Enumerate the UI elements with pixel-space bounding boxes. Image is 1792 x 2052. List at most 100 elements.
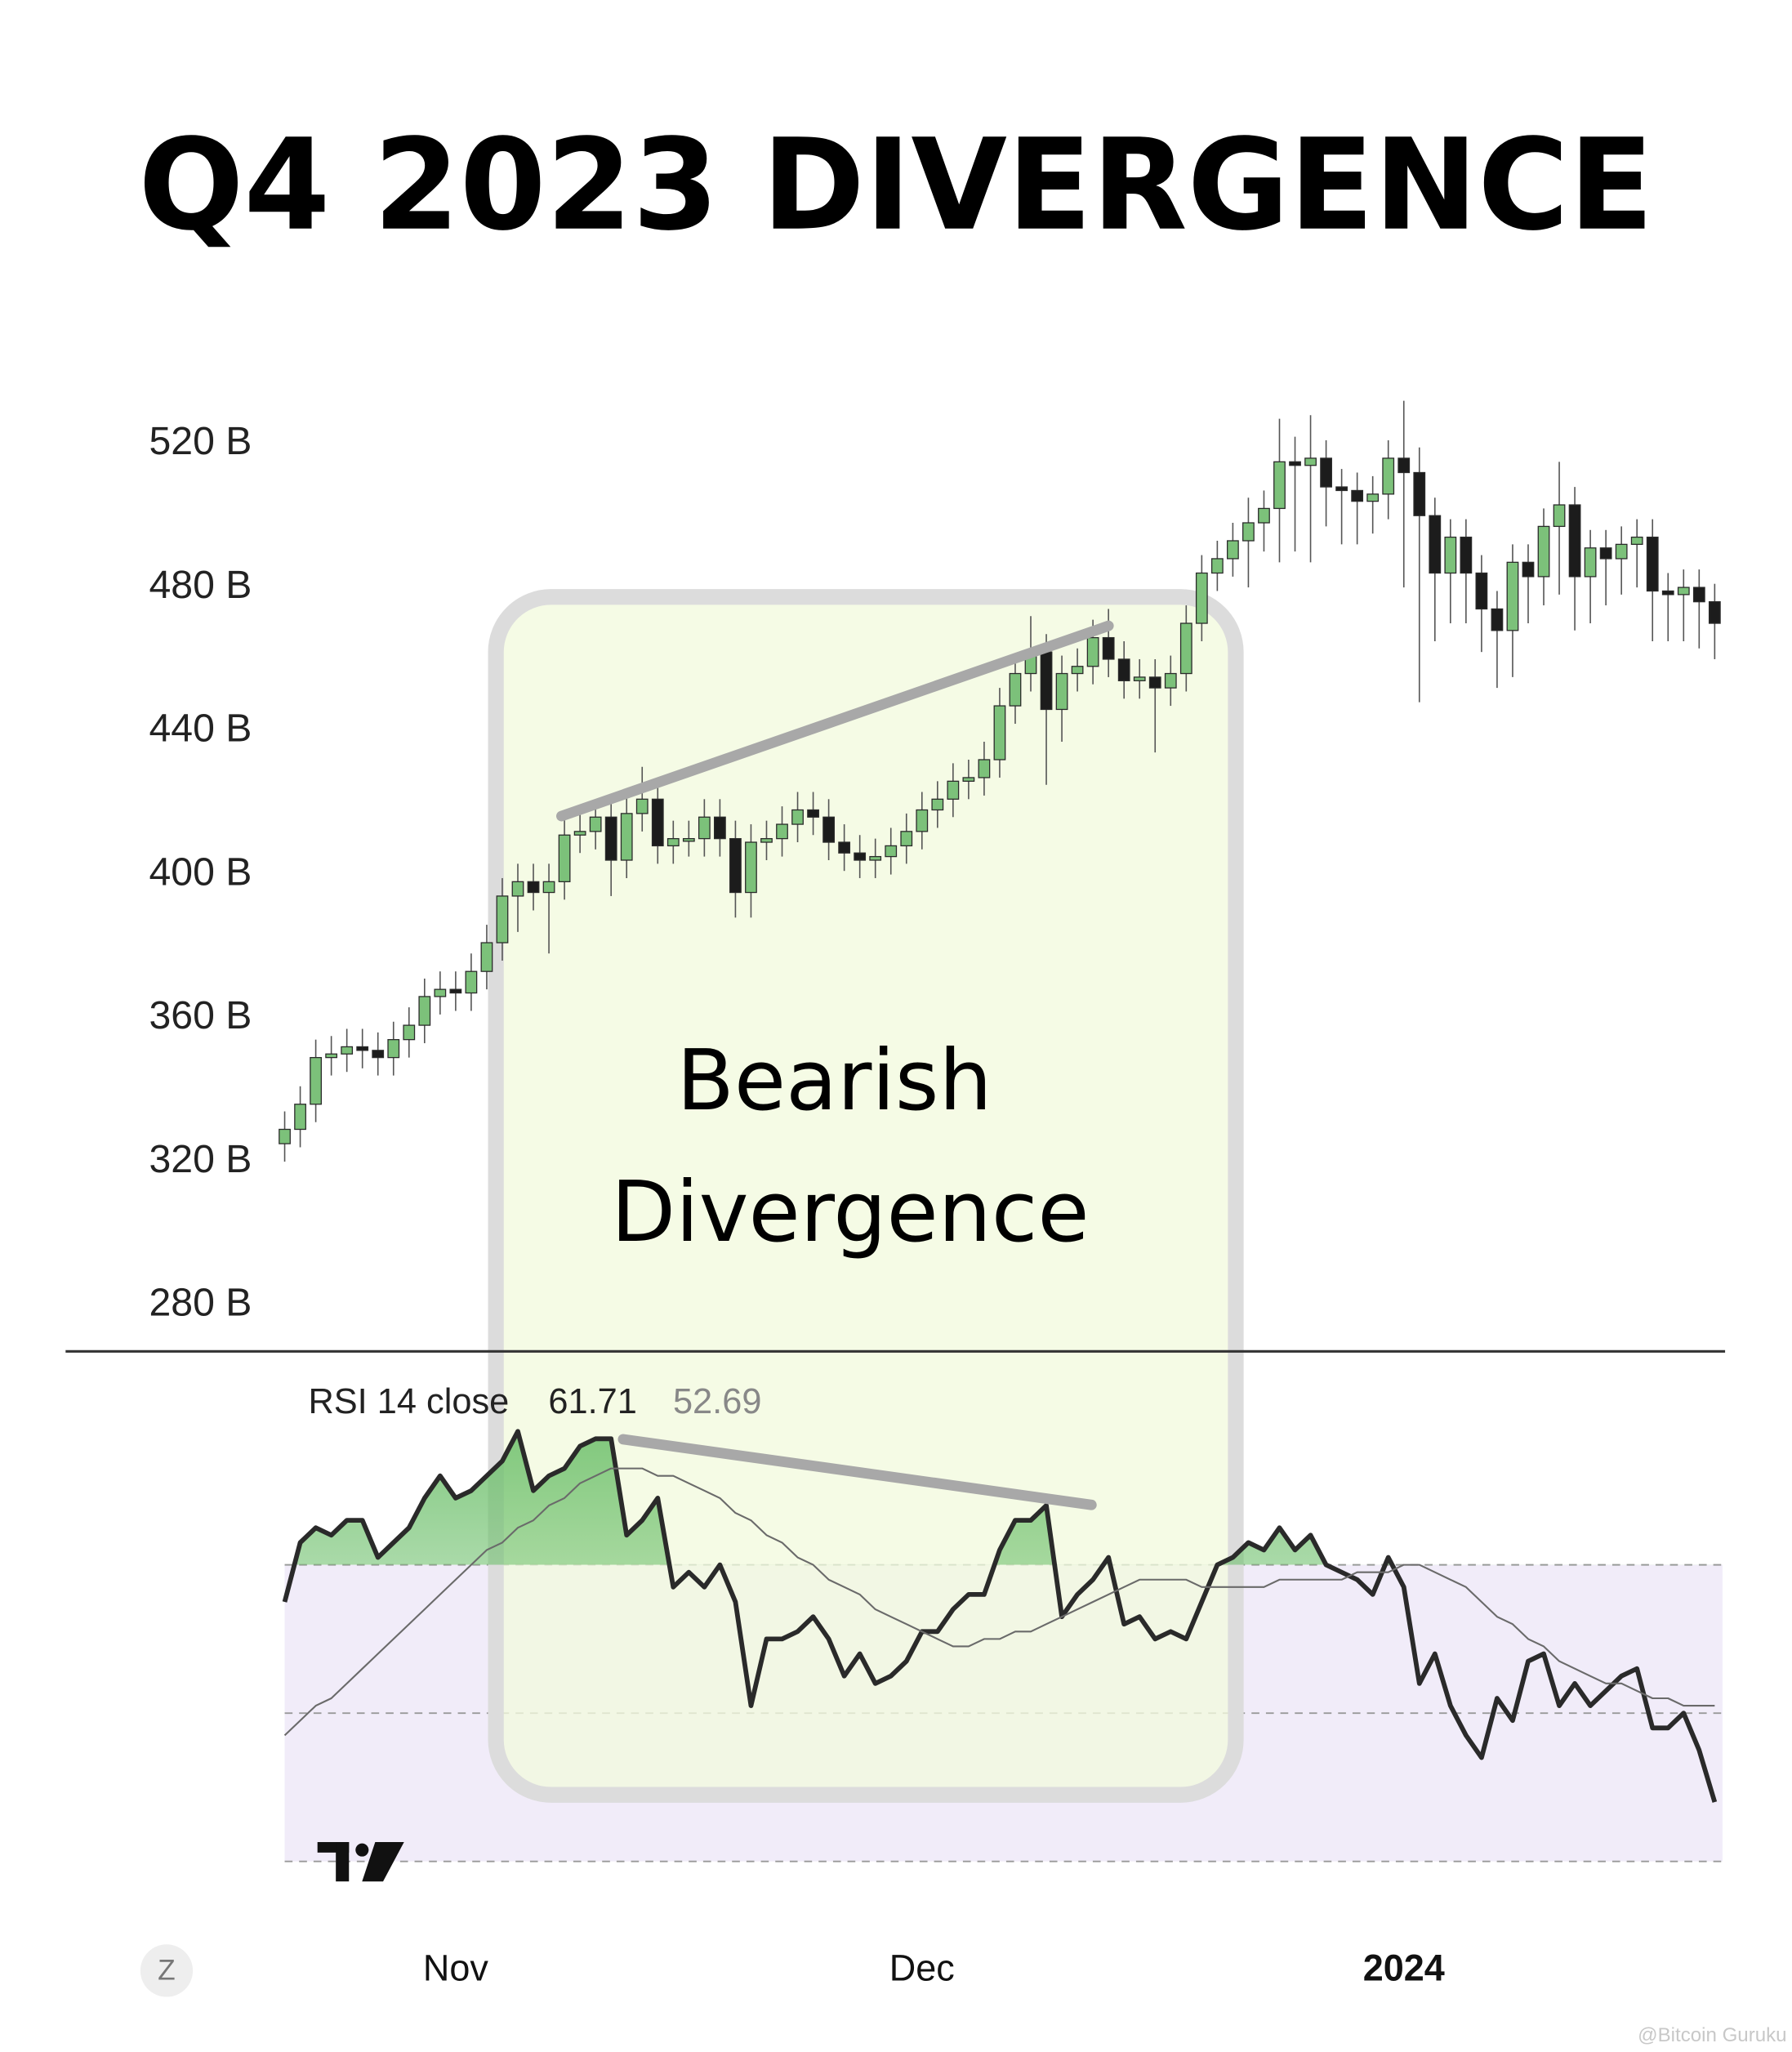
candle-body bbox=[279, 1128, 291, 1144]
candle-body bbox=[1460, 536, 1473, 574]
candle-body bbox=[542, 881, 555, 894]
candle-body bbox=[1475, 572, 1488, 610]
candle-body bbox=[1708, 601, 1721, 624]
candle-body bbox=[1444, 536, 1457, 574]
indicator-label: RSI 14 close bbox=[308, 1382, 509, 1421]
candle-body bbox=[1429, 515, 1442, 574]
candle-body bbox=[604, 816, 617, 861]
candle-body bbox=[1117, 658, 1130, 681]
candle-body bbox=[573, 831, 586, 836]
candle-body bbox=[1071, 666, 1084, 675]
candle-body bbox=[1227, 540, 1239, 560]
candle-body bbox=[651, 798, 664, 847]
candle-body bbox=[1335, 486, 1348, 492]
candle-body bbox=[682, 837, 695, 842]
page-title: Q4 2023 DIVERGENCE bbox=[138, 113, 1653, 259]
tradingview-logo bbox=[317, 1842, 404, 1882]
candle-body bbox=[496, 895, 509, 943]
candle-body bbox=[947, 780, 960, 800]
candle-body bbox=[635, 798, 649, 814]
candle-body bbox=[1320, 457, 1332, 488]
candle-body bbox=[325, 1053, 338, 1059]
candle-body bbox=[1630, 536, 1643, 546]
candle-body bbox=[1692, 587, 1705, 603]
candle-body bbox=[418, 996, 431, 1026]
candle-body bbox=[1351, 489, 1364, 502]
candle-body bbox=[1086, 636, 1099, 667]
candle-body bbox=[1273, 461, 1286, 510]
candle-body bbox=[341, 1046, 354, 1055]
candle-body bbox=[760, 837, 773, 843]
candle-body bbox=[387, 1039, 400, 1059]
zoom-button-label[interactable]: Z bbox=[158, 1954, 176, 1986]
candle-body bbox=[978, 759, 991, 778]
price-trendline bbox=[556, 620, 1114, 822]
candle-body bbox=[854, 852, 867, 861]
y-tick-label: 360 B bbox=[149, 993, 252, 1037]
candle-body bbox=[1164, 672, 1177, 689]
candle-body bbox=[776, 823, 788, 840]
y-tick-label: 480 B bbox=[149, 563, 252, 607]
candle-body bbox=[791, 809, 804, 825]
y-tick-label: 280 B bbox=[149, 1281, 252, 1325]
candle-body bbox=[1179, 622, 1192, 675]
rsi-trendline bbox=[617, 1434, 1097, 1510]
y-tick-label: 440 B bbox=[149, 707, 252, 751]
candle-body bbox=[1506, 561, 1519, 631]
candle-body bbox=[589, 816, 602, 832]
candle-body bbox=[1522, 561, 1535, 578]
candle-body bbox=[962, 777, 975, 782]
candle-body bbox=[1195, 572, 1208, 624]
y-tick-label: 400 B bbox=[149, 850, 252, 894]
candle-body bbox=[1242, 522, 1255, 542]
candle-body bbox=[310, 1056, 322, 1105]
x-tick-label: Nov bbox=[423, 1947, 488, 1988]
candle-body bbox=[900, 831, 913, 847]
rsi-readout: 61.71 bbox=[548, 1382, 637, 1421]
candle-body bbox=[931, 798, 944, 811]
x-tick-label: Dec bbox=[889, 1947, 955, 1988]
candle-body bbox=[480, 942, 493, 972]
candle-body bbox=[745, 841, 757, 894]
candle-body bbox=[1397, 457, 1411, 474]
candle-body bbox=[527, 881, 540, 894]
candle-body bbox=[714, 816, 726, 840]
zoom-button[interactable] bbox=[140, 1944, 194, 1997]
annotation-line: Divergence bbox=[611, 1164, 1090, 1261]
candle-body bbox=[620, 813, 633, 861]
annotation-line: Bearish bbox=[676, 1033, 992, 1130]
candle-body bbox=[993, 705, 1006, 761]
y-tick-label: 520 B bbox=[149, 419, 252, 463]
candle-body bbox=[372, 1050, 385, 1059]
candle-body bbox=[666, 837, 680, 847]
candle-body bbox=[1615, 543, 1628, 560]
candle-body bbox=[403, 1024, 416, 1041]
candle-body bbox=[356, 1046, 369, 1051]
y-tick-label: 320 B bbox=[149, 1137, 252, 1181]
candle-body bbox=[1553, 504, 1566, 528]
candle-body bbox=[698, 816, 711, 840]
candle-body bbox=[1568, 504, 1581, 578]
rsi-ma-readout: 52.69 bbox=[673, 1382, 762, 1421]
candle-body bbox=[1258, 507, 1270, 524]
candle-body bbox=[822, 816, 835, 843]
candle-body bbox=[1304, 457, 1317, 466]
rsi-line bbox=[282, 1429, 1718, 1803]
candle-body bbox=[449, 988, 462, 994]
candle-body bbox=[1382, 457, 1395, 495]
candle-body bbox=[1210, 558, 1224, 574]
candle-body bbox=[1366, 493, 1380, 502]
candle-body bbox=[1055, 672, 1068, 711]
candle-body bbox=[885, 845, 898, 858]
candle-body bbox=[916, 809, 929, 832]
candle-body bbox=[1413, 471, 1426, 516]
candle-body bbox=[465, 970, 478, 994]
x-tick-label: 2024 bbox=[1363, 1947, 1445, 1988]
candle-body bbox=[1491, 608, 1504, 631]
candle-body bbox=[1677, 587, 1690, 596]
rsi-ma-line bbox=[283, 1467, 1715, 1737]
candle-body bbox=[1133, 676, 1146, 681]
candle-body bbox=[434, 988, 447, 997]
